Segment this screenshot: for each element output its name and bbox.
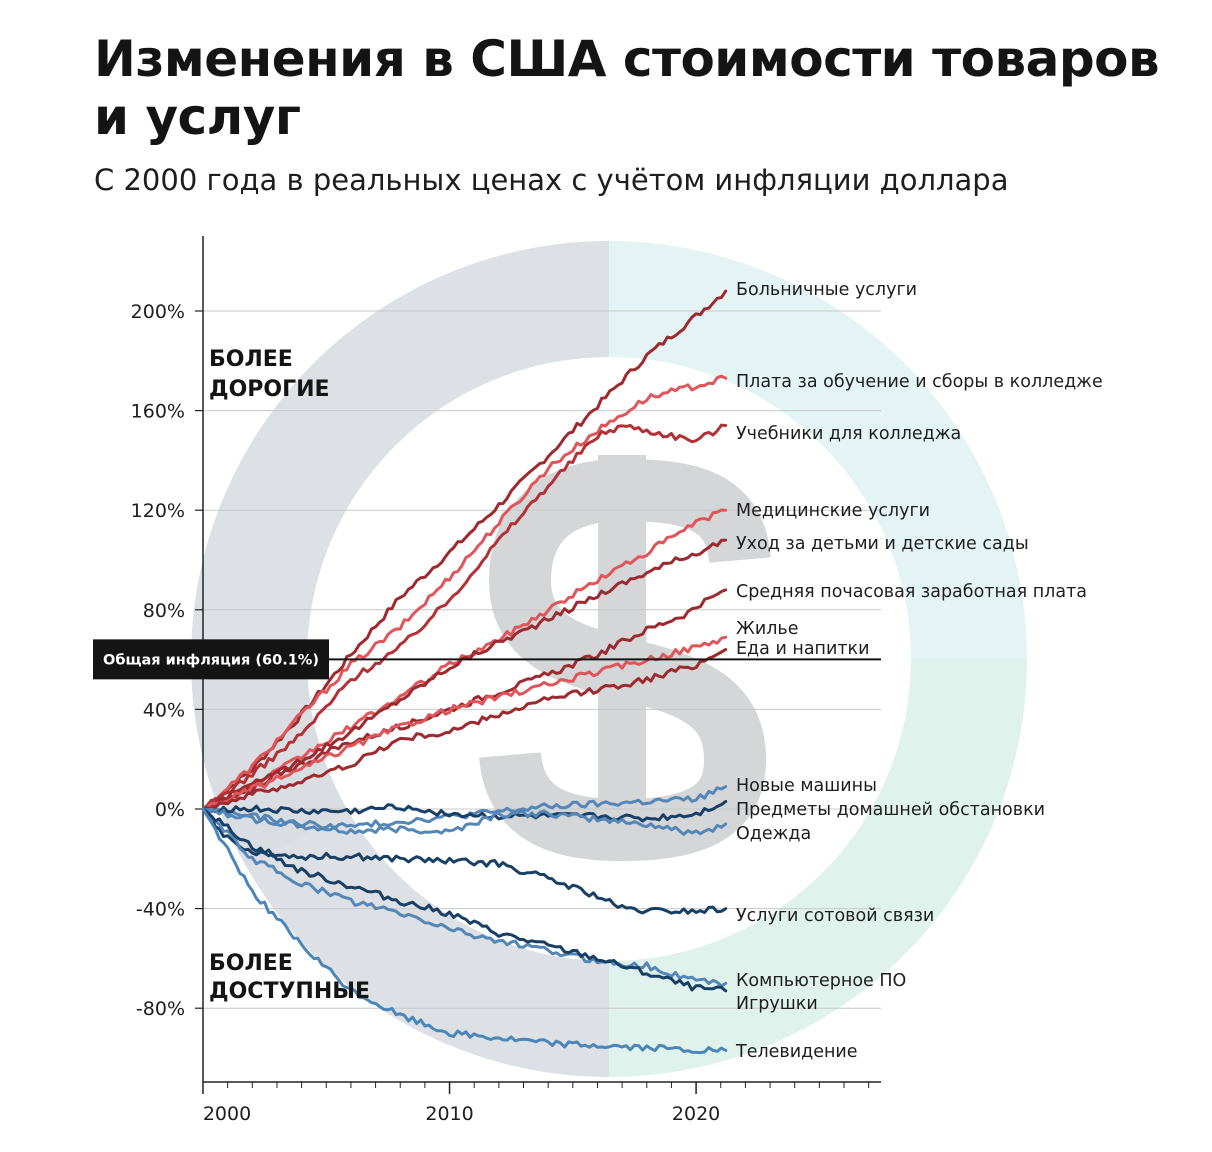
y-tick-label: -40% — [136, 899, 185, 921]
series-label: Одежда — [736, 824, 811, 844]
y-tick-label: 120% — [131, 500, 185, 522]
chart-subtitle: С 2000 года в реальных ценах с учётом ин… — [94, 163, 1009, 197]
series-label: Предметы домашней обстановки — [736, 800, 1045, 820]
series-label: Игрушки — [736, 994, 818, 1014]
series-label: Больничные услуги — [736, 280, 917, 300]
series-label: Еда и напитки — [736, 639, 870, 659]
grid — [203, 310, 881, 1009]
inflation-label-box — [93, 639, 329, 680]
y-tick-label: 160% — [131, 401, 185, 423]
series-line — [201, 807, 728, 993]
series-line — [201, 508, 728, 811]
overlay: БОЛЕЕ ДОРОГИЕ БОЛЕЕ ДОСТУПНЫЕ Общая инфляция… — [93, 347, 881, 1004]
series-label: Телевидение — [735, 1042, 858, 1062]
series-label: Новые машины — [736, 776, 877, 796]
y-tick-label: 200% — [131, 301, 185, 323]
series-label: Уход за детьми и детские сады — [736, 534, 1029, 554]
series-label: Медицинские услуги — [736, 501, 930, 521]
y-tick-label: -80% — [136, 998, 185, 1020]
series-line — [201, 423, 728, 811]
series-line — [201, 648, 728, 811]
zone-label-affordable: ДОСТУПНЫЕ — [209, 979, 370, 1004]
x-tick-label: 2010 — [425, 1103, 473, 1125]
zone-label-affordable: БОЛЕЕ — [209, 951, 293, 976]
x-tick-label: 2020 — [672, 1103, 720, 1125]
series-line — [201, 807, 728, 915]
series-label: Компьютерное ПО — [736, 971, 906, 991]
chart-title: Изменения в США стоимости товаров и услу… — [94, 30, 1160, 146]
series-label: Услуги сотовой связи — [736, 906, 934, 926]
ring-segment — [191, 241, 609, 659]
series-line — [201, 635, 728, 811]
y-tick-label: 0% — [155, 799, 185, 821]
y-tick-label: 40% — [143, 699, 185, 721]
series-line — [201, 807, 728, 836]
ring-segment — [609, 241, 1027, 659]
x-tick-label: 2000 — [203, 1103, 251, 1125]
inflation-label: Общая инфляция (60.1%) — [103, 652, 319, 668]
zone-label-expensive: ДОРОГИЕ — [209, 377, 330, 402]
ring-segment — [609, 659, 1027, 1077]
series-line — [201, 538, 728, 811]
series-label: Жилье — [736, 619, 799, 639]
series-labels: Больничные услуги Плата за обучение и сбо… — [735, 280, 1103, 1062]
zone-label-expensive: БОЛЕЕ — [209, 347, 293, 372]
series-label: Плата за обучение и сборы в колледже — [736, 372, 1103, 392]
series-line — [201, 374, 728, 811]
series-label: Учебники для колледжа — [736, 424, 961, 444]
series-line — [201, 800, 728, 823]
y-tick-label: 80% — [143, 600, 185, 622]
series-line — [201, 807, 728, 1055]
series-lines — [201, 289, 728, 1055]
series-label: Средняя почасовая заработная плата — [736, 582, 1087, 602]
axes: 200% 160% 120% 80% 40% 0% -40% -80% 2000 2010 2020 — [131, 236, 881, 1125]
